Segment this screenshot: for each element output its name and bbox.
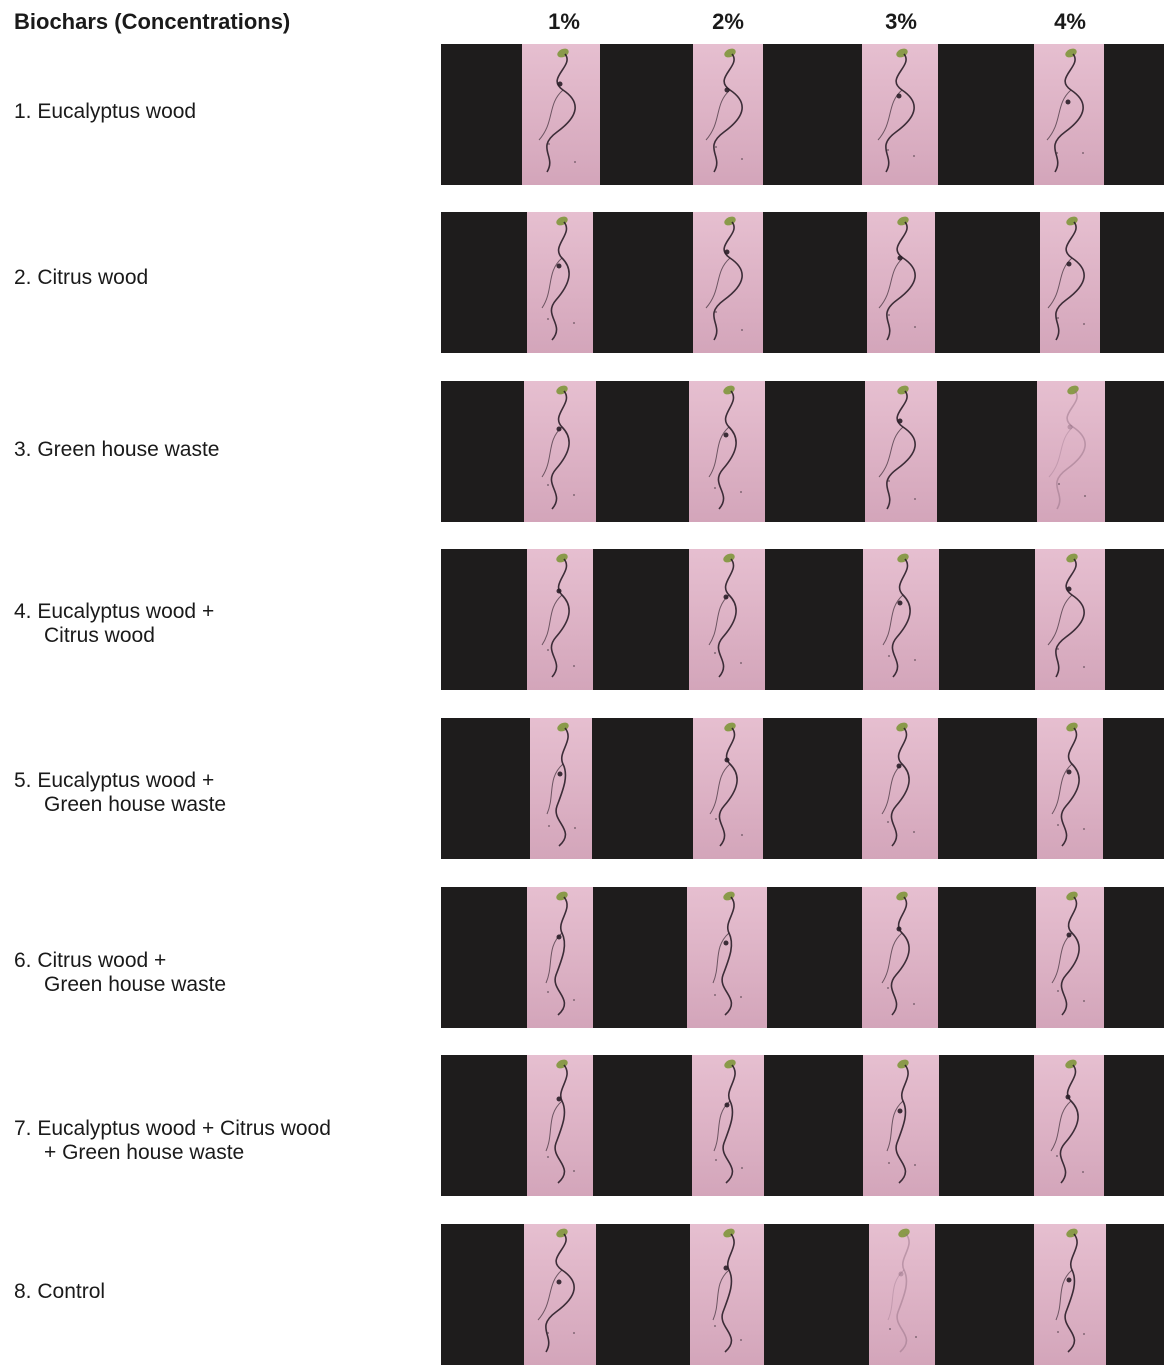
seedling-photo-3 xyxy=(862,887,938,1028)
seedling-photo-2 xyxy=(692,1055,764,1196)
seedling-photo-4 xyxy=(1037,718,1103,859)
seedling-photo-4 xyxy=(1034,1224,1106,1365)
row-label: 5. Eucalyptus wood + Green house waste xyxy=(14,769,226,817)
seedling-photo-2 xyxy=(693,44,763,185)
seedling-photo-1 xyxy=(530,718,592,859)
row-label: 2. Citrus wood xyxy=(14,266,148,290)
seedling-photo-3 xyxy=(869,1224,935,1365)
photo-strip xyxy=(441,718,1164,859)
column-header-3: 3% xyxy=(885,9,917,34)
row-label-line1: 2. Citrus wood xyxy=(14,266,149,289)
seedling-photo-4 xyxy=(1034,1055,1104,1196)
photo-strip xyxy=(441,44,1164,185)
row-label-line1: 7. Eucalyptus wood + Citrus wood xyxy=(14,1117,331,1140)
seedling-photo-1 xyxy=(524,1224,596,1365)
row-label: 7. Eucalyptus wood + Citrus wood + Green … xyxy=(14,1117,331,1165)
photo-strip xyxy=(441,1055,1164,1196)
photo-strip xyxy=(441,887,1164,1028)
seedling-photo-1 xyxy=(522,44,600,185)
row-label-line2: Citrus wood xyxy=(44,624,155,647)
seedling-photo-4 xyxy=(1036,887,1104,1028)
row-label-line1: 3. Green house waste xyxy=(14,438,220,461)
seedling-photo-1 xyxy=(527,887,593,1028)
seedling-photo-2 xyxy=(689,381,765,522)
row-label-line1: 1. Eucalyptus wood xyxy=(14,100,197,123)
seedling-photo-3 xyxy=(863,1055,939,1196)
row-label: 8. Control xyxy=(14,1280,105,1304)
seedling-photo-2 xyxy=(687,887,767,1028)
photo-strip xyxy=(441,549,1164,690)
photo-strip xyxy=(441,1224,1164,1365)
row-label-line1: 4. Eucalyptus wood + xyxy=(14,600,215,623)
column-header-4: 4% xyxy=(1054,9,1086,34)
seedling-photo-3 xyxy=(865,381,937,522)
seedling-photo-2 xyxy=(690,1224,764,1365)
seedling-photo-1 xyxy=(527,212,593,353)
row-label-line1: 5. Eucalyptus wood + xyxy=(14,769,215,792)
seedling-photo-3 xyxy=(862,718,938,859)
seedling-photo-3 xyxy=(867,212,935,353)
seedling-photo-4 xyxy=(1037,381,1105,522)
photo-strip xyxy=(441,381,1164,522)
seedling-photo-2 xyxy=(693,212,763,353)
column-header-2: 2% xyxy=(712,9,744,34)
seedling-photo-2 xyxy=(693,718,763,859)
row-label-line2: Green house waste xyxy=(44,973,227,996)
seedling-photo-4 xyxy=(1034,44,1104,185)
seedling-photo-3 xyxy=(862,44,938,185)
row-label-line1: 8. Control xyxy=(14,1280,106,1303)
row-label-line1: 6. Citrus wood + xyxy=(14,949,167,972)
seedling-photo-4 xyxy=(1035,549,1105,690)
row-label: 1. Eucalyptus wood xyxy=(14,100,196,124)
figure-header: Biochars (Concentrations) 1% 2% 3% 4% xyxy=(0,0,1164,44)
seedling-photo-1 xyxy=(527,1055,593,1196)
row-label-line2: + Green house waste xyxy=(44,1141,245,1164)
figure-title: Biochars (Concentrations) xyxy=(14,9,291,34)
row-label: 4. Eucalyptus wood + Citrus wood xyxy=(14,600,214,648)
seedling-photo-1 xyxy=(527,549,593,690)
photo-strip xyxy=(441,212,1164,353)
row-label: 6. Citrus wood + Green house waste xyxy=(14,949,226,997)
seedling-photo-2 xyxy=(689,549,765,690)
seedling-photo-3 xyxy=(863,549,939,690)
column-header-1: 1% xyxy=(548,9,580,34)
row-label: 3. Green house waste xyxy=(14,438,219,462)
seedling-photo-1 xyxy=(524,381,596,522)
seedling-photo-4 xyxy=(1040,212,1100,353)
row-label-line2: Green house waste xyxy=(44,793,227,816)
